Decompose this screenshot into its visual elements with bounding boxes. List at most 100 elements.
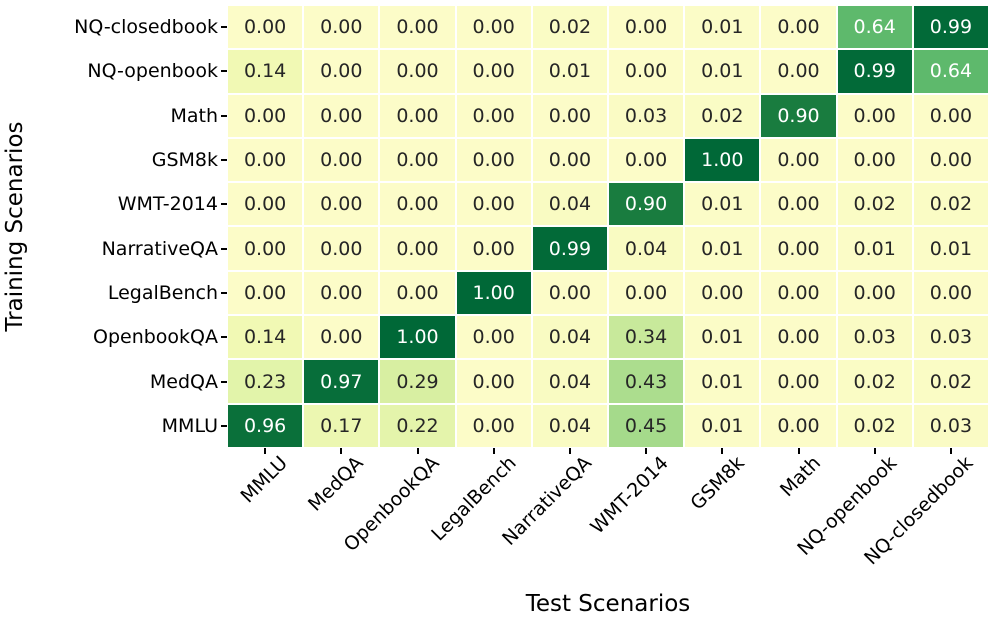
heatmap-cell: 1.00: [380, 316, 455, 359]
y-tick-label: OpenbookQA: [92, 326, 218, 349]
heatmap-cell: 0.01: [685, 227, 760, 270]
heatmap-cell: 0.00: [837, 271, 912, 315]
heatmap-cell: 0.00: [761, 316, 836, 359]
y-axis-tick: [221, 291, 227, 294]
heatmap-cell: 0.00: [837, 138, 912, 182]
heatmap-grid: 0.00 0.00 0.00 0.00 0.02 0.00 0.01 0.00 0.64 0.99…: [228, 6, 988, 447]
x-axis-tick: [645, 448, 648, 454]
x-tick-label: MMLU: [236, 452, 292, 508]
heatmap-cell: 0.00: [304, 138, 379, 182]
heatmap-cell: 0.00: [761, 6, 836, 49]
heatmap-cell: 0.00: [837, 94, 912, 137]
y-tick-label: NQ-openbook: [87, 60, 218, 83]
heatmap-cell: 1.00: [685, 138, 760, 182]
heatmap-cell: 0.00: [228, 138, 303, 182]
heatmap-cell: 0.04: [532, 404, 607, 447]
heatmap-cell: 0.22: [380, 404, 455, 447]
heatmap-cell: 0.00: [228, 6, 303, 49]
heatmap-cell: 0.00: [761, 404, 836, 447]
heatmap-cell: 0.00: [304, 6, 379, 49]
heatmap-cell: 0.01: [685, 183, 760, 226]
y-axis-tick: [221, 114, 227, 117]
heatmap-cell: 0.29: [380, 360, 455, 403]
heatmap-cell: 0.00: [456, 6, 531, 49]
heatmap-cell: 0.02: [913, 360, 988, 403]
y-axis-tick: [221, 247, 227, 250]
x-axis-tick: [721, 448, 724, 454]
heatmap-cell: 0.34: [608, 316, 684, 359]
heatmap-cell: 0.00: [456, 138, 531, 182]
heatmap-cell: 0.00: [380, 271, 455, 315]
y-axis-tick: [221, 380, 227, 383]
heatmap-cell: 0.99: [532, 227, 607, 270]
heatmap-cell: 0.00: [761, 360, 836, 403]
heatmap-cell: 0.00: [456, 50, 531, 93]
y-axis-tick: [221, 203, 227, 206]
heatmap-cell: 0.00: [228, 94, 303, 137]
heatmap-cell: 0.00: [913, 94, 988, 137]
heatmap-cell: 0.45: [608, 404, 684, 447]
y-axis-tick: [221, 26, 227, 29]
heatmap-cell: 0.02: [532, 6, 607, 49]
x-axis-tick: [949, 448, 952, 454]
heatmap-cell: 0.03: [913, 404, 988, 447]
heatmap-cell: 0.90: [608, 183, 684, 226]
heatmap-cell: 0.01: [685, 316, 760, 359]
heatmap-cell: 0.43: [608, 360, 684, 403]
heatmap-cell: 0.99: [913, 6, 988, 49]
heatmap-cell: 0.00: [608, 138, 684, 182]
heatmap-cell: 0.02: [837, 404, 912, 447]
y-tick-label: MedQA: [149, 370, 218, 393]
heatmap-cell: 0.90: [761, 94, 836, 137]
heatmap-cell: 0.00: [761, 138, 836, 182]
y-tick-label: NarrativeQA: [101, 237, 218, 260]
heatmap-cell: 0.02: [685, 94, 760, 137]
heatmap-cell: 0.00: [304, 94, 379, 137]
heatmap-cell: 0.00: [761, 271, 836, 315]
heatmap-cell: 0.03: [837, 316, 912, 359]
x-axis-tick: [492, 448, 495, 454]
heatmap-cell: 0.00: [456, 316, 531, 359]
x-tick-label: MedQA: [304, 452, 368, 516]
heatmap-cell: 1.00: [456, 271, 531, 315]
heatmap-cell: 0.02: [913, 183, 988, 226]
y-axis-tick: [221, 336, 227, 339]
heatmap-cell: 0.01: [532, 50, 607, 93]
heatmap-cell: 0.00: [228, 183, 303, 226]
heatmap-cell: 0.04: [532, 316, 607, 359]
heatmap-cell: 0.00: [761, 50, 836, 93]
heatmap-cell: 0.03: [608, 94, 684, 137]
heatmap-cell: 0.00: [532, 138, 607, 182]
x-axis-title: Test Scenarios: [525, 591, 691, 617]
x-axis-tick: [264, 448, 267, 454]
heatmap-cell: 0.04: [608, 227, 684, 270]
heatmap-cell: 0.00: [228, 227, 303, 270]
x-axis-tick: [873, 448, 876, 454]
heatmap-cell: 0.01: [837, 227, 912, 270]
heatmap-cell: 0.00: [304, 227, 379, 270]
heatmap-cell: 0.00: [304, 50, 379, 93]
heatmap-cell: 0.00: [380, 138, 455, 182]
y-tick-label: GSM8k: [151, 149, 218, 172]
heatmap-cell: 0.00: [380, 50, 455, 93]
y-tick-label: NQ-closedbook: [74, 16, 218, 39]
heatmap-cell: 0.00: [685, 271, 760, 315]
heatmap-cell: 0.00: [380, 183, 455, 226]
y-axis-tick: [221, 159, 227, 162]
y-tick-label: LegalBench: [107, 281, 218, 304]
heatmap-cell: 0.14: [228, 316, 303, 359]
heatmap-cell: 0.00: [228, 271, 303, 315]
y-axis-tick: [221, 424, 227, 427]
x-axis-tick: [340, 448, 343, 454]
heatmap-cell: 0.00: [608, 50, 684, 93]
heatmap-cell: 0.00: [456, 227, 531, 270]
heatmap-cell: 0.00: [608, 271, 684, 315]
heatmap-cell: 0.00: [456, 183, 531, 226]
heatmap-cell: 0.00: [380, 6, 455, 49]
heatmap-cell: 0.03: [913, 316, 988, 359]
x-tick-label: Math: [775, 452, 826, 502]
heatmap-cell: 0.04: [532, 360, 607, 403]
heatmap-cell: 0.00: [913, 271, 988, 315]
heatmap-cell: 0.02: [837, 183, 912, 226]
